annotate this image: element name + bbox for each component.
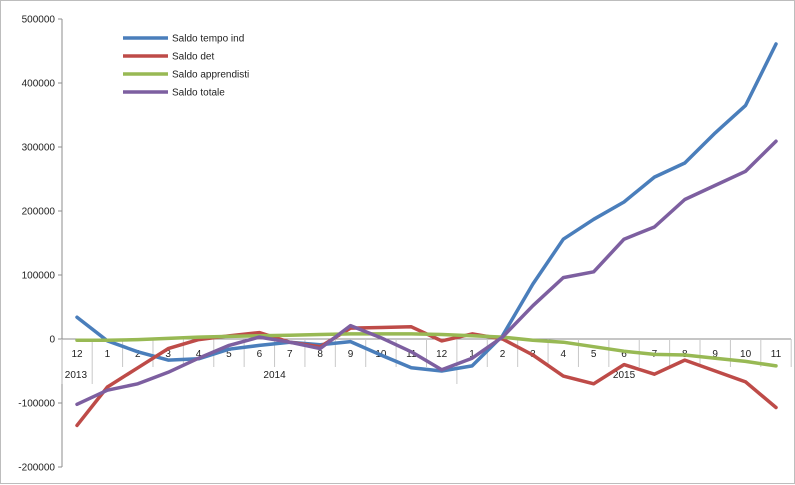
x-tick-label: 11 bbox=[771, 349, 782, 360]
x-tick-label: 11 bbox=[406, 349, 417, 360]
x-tick-label: 4 bbox=[196, 349, 202, 360]
x-tick-label: 2 bbox=[135, 349, 141, 360]
y-tick-label: 500000 bbox=[22, 15, 56, 26]
y-tick-label: -200000 bbox=[18, 463, 55, 474]
y-tick-label: -100000 bbox=[18, 399, 55, 410]
y-tick-label: 400000 bbox=[22, 79, 56, 90]
year-label: 2013 bbox=[65, 370, 88, 381]
x-tick-label: 9 bbox=[348, 349, 354, 360]
x-tick-label: 5 bbox=[226, 349, 232, 360]
legend-label: Saldo totale bbox=[172, 88, 225, 99]
y-tick-label: 0 bbox=[49, 335, 55, 346]
y-tick-label: 300000 bbox=[22, 143, 56, 154]
legend-label: Saldo tempo ind bbox=[172, 34, 244, 45]
series-line-2 bbox=[75, 332, 778, 368]
year-label: 2014 bbox=[263, 370, 286, 381]
x-tick-label: 4 bbox=[560, 349, 566, 360]
legend-label: Saldo det bbox=[172, 52, 214, 63]
x-tick-label: 10 bbox=[740, 349, 752, 360]
y-tick-label: 100000 bbox=[22, 271, 56, 282]
x-tick-label: 6 bbox=[257, 349, 263, 360]
x-tick-label: 7 bbox=[287, 349, 293, 360]
x-tick-label: 2 bbox=[500, 349, 506, 360]
x-tick-label: 3 bbox=[165, 349, 171, 360]
x-tick-label: 1 bbox=[469, 349, 475, 360]
x-tick-label: 6 bbox=[621, 349, 627, 360]
legend-label: Saldo apprendisti bbox=[172, 70, 249, 81]
x-tick-label: 8 bbox=[317, 349, 323, 360]
x-tick-label: 9 bbox=[712, 349, 718, 360]
year-label: 2015 bbox=[613, 370, 636, 381]
x-tick-label: 5 bbox=[591, 349, 597, 360]
x-tick-label: 12 bbox=[71, 349, 83, 360]
x-tick-label: 12 bbox=[436, 349, 448, 360]
x-tick-label: 1 bbox=[105, 349, 111, 360]
series-line-3 bbox=[75, 139, 778, 407]
y-tick-label: 200000 bbox=[22, 207, 56, 218]
